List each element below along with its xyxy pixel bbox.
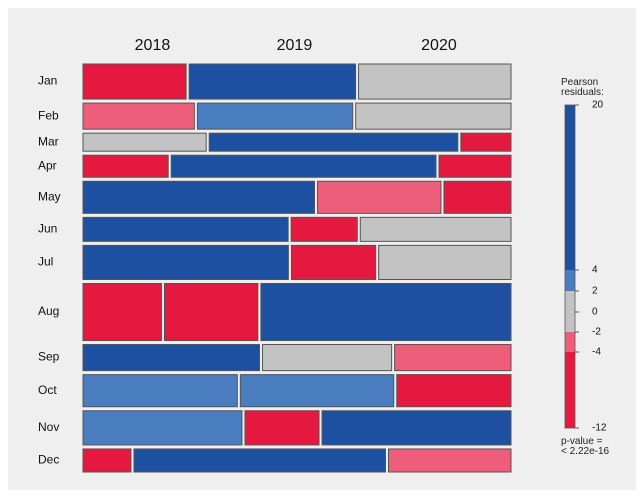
mosaic-cell <box>82 180 316 214</box>
row-label: Jun <box>38 222 57 236</box>
mosaic-cell <box>82 448 132 473</box>
mosaic-cell <box>321 410 512 446</box>
row-label: Jan <box>38 74 57 88</box>
row-label: Sep <box>38 350 60 364</box>
mosaic-cell <box>239 374 395 408</box>
mosaic-cell <box>358 63 512 100</box>
legend-tick-label: 4 <box>592 265 598 276</box>
row-label: Aug <box>38 304 59 318</box>
mosaic-cell <box>82 216 289 242</box>
mosaic-cell <box>244 410 320 446</box>
legend-band <box>565 312 575 332</box>
mosaic-cell <box>82 63 187 100</box>
mosaic-cell <box>82 154 169 178</box>
row-label: Oct <box>38 383 57 397</box>
column-label: 2020 <box>421 37 457 54</box>
mosaic-cell <box>82 282 162 342</box>
mosaic-cell <box>82 132 207 152</box>
legend-band <box>565 291 575 312</box>
legend-band <box>565 332 575 352</box>
mosaic-cell <box>163 282 259 342</box>
mosaic-cell <box>290 244 377 280</box>
legend-band <box>565 105 575 270</box>
row-label: Jul <box>38 255 53 269</box>
mosaic-cell <box>82 344 261 372</box>
mosaic-cell <box>133 448 386 473</box>
p-value: p-value = < 2.22e-16 <box>561 436 610 457</box>
mosaic-cell <box>82 244 289 280</box>
mosaic-cell <box>82 410 243 446</box>
mosaic-cell <box>355 102 512 130</box>
mosaic-cell <box>378 244 512 280</box>
mosaic-cell <box>170 154 437 178</box>
mosaic-cell <box>260 282 512 342</box>
row-label: Feb <box>38 108 59 122</box>
column-label: 2018 <box>135 37 171 54</box>
mosaic-cell <box>359 216 512 242</box>
row-label: Nov <box>38 420 59 434</box>
mosaic-cell <box>394 344 512 372</box>
column-label: 2019 <box>277 37 313 54</box>
mosaic-cell <box>188 63 357 100</box>
mosaic-cell <box>443 180 512 214</box>
legend-tick-label: -12 <box>592 423 607 434</box>
mosaic-cell <box>438 154 512 178</box>
mosaic-cell <box>262 344 393 372</box>
mosaic-cell <box>387 448 512 473</box>
mosaic-cell <box>396 374 512 408</box>
mosaic-cell <box>82 374 238 408</box>
mosaic-cell <box>208 132 459 152</box>
mosaic-cell <box>317 180 442 214</box>
legend-tick-label: -4 <box>592 347 601 358</box>
row-label: Dec <box>38 453 59 467</box>
mosaic-cell <box>82 102 195 130</box>
legend-tick-label: -2 <box>592 327 601 338</box>
legend-tick-label: 2 <box>592 286 598 297</box>
mosaic-cell <box>196 102 354 130</box>
legend-band <box>565 352 575 428</box>
row-label: May <box>38 189 61 203</box>
row-label: Mar <box>38 134 59 148</box>
legend-title: Pearson residuals: <box>561 77 604 98</box>
legend-frame <box>564 104 576 429</box>
mosaic-cell <box>290 216 358 242</box>
legend-tick-label: 20 <box>592 100 604 111</box>
legend-tick-label: 0 <box>592 307 598 318</box>
mosaic-cell <box>460 132 512 152</box>
legend-band <box>565 270 575 291</box>
row-label: Apr <box>38 158 57 172</box>
